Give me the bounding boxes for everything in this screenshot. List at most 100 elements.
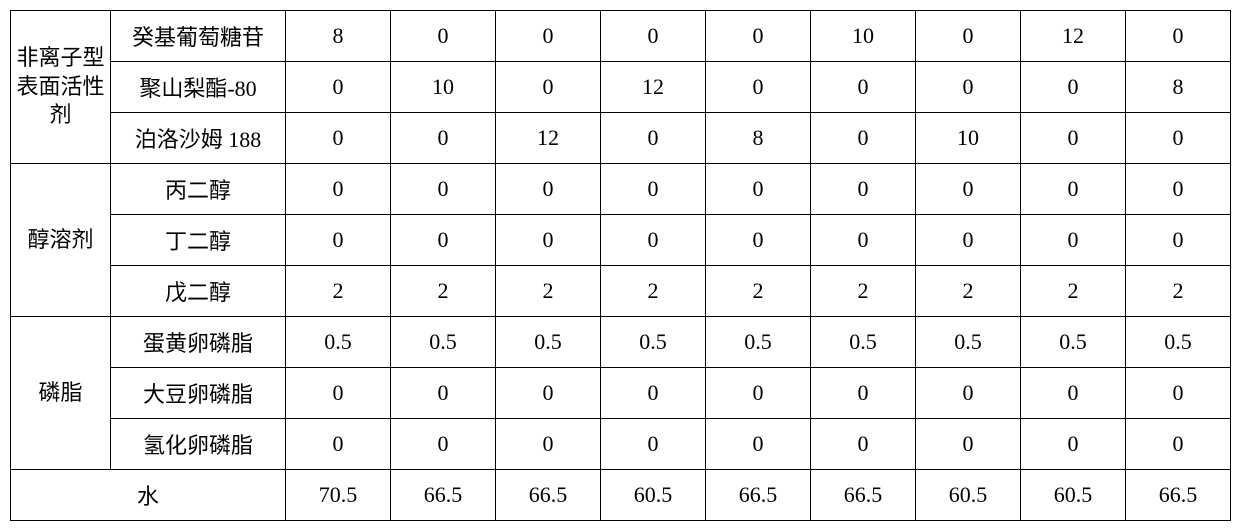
cell: 0: [1126, 113, 1231, 164]
cell: 2: [706, 266, 811, 317]
cell: 0: [1126, 368, 1231, 419]
cell: 0: [706, 215, 811, 266]
table-row: 戊二醇 2 2 2 2 2 2 2 2 2: [11, 266, 1231, 317]
cell: 0.5: [1126, 317, 1231, 368]
cell: 0.5: [706, 317, 811, 368]
cell: 0: [601, 113, 706, 164]
cell: 0: [286, 113, 391, 164]
cell: 12: [496, 113, 601, 164]
ingredient-name: 大豆卵磷脂: [111, 368, 286, 419]
cell: 2: [391, 266, 496, 317]
table-row-water: 水 70.5 66.5 66.5 60.5 66.5 66.5 60.5 60.…: [11, 470, 1231, 521]
cell: 0: [391, 419, 496, 470]
table-row: 非离子型表面活性剂 癸基葡萄糖苷 8 0 0 0 0 10 0 12 0: [11, 11, 1231, 62]
ingredient-name: 丙二醇: [111, 164, 286, 215]
cell: 60.5: [916, 470, 1021, 521]
cell: 0: [496, 62, 601, 113]
cell: 0: [286, 62, 391, 113]
cell: 0: [1021, 215, 1126, 266]
cell: 0: [706, 164, 811, 215]
cell: 0: [496, 164, 601, 215]
cell: 0: [1021, 62, 1126, 113]
cell: 0: [811, 368, 916, 419]
ingredient-name: 聚山梨酯-80: [111, 62, 286, 113]
cell: 0: [1021, 419, 1126, 470]
cell: 0.5: [811, 317, 916, 368]
cell: 0: [391, 215, 496, 266]
category-surfactant: 非离子型表面活性剂: [11, 11, 111, 164]
cell: 0: [706, 62, 811, 113]
cell: 0: [391, 164, 496, 215]
cell: 0.5: [601, 317, 706, 368]
cell: 0: [496, 368, 601, 419]
cell: 0: [916, 368, 1021, 419]
cell: 12: [1021, 11, 1126, 62]
ingredient-name: 氢化卵磷脂: [111, 419, 286, 470]
ingredient-name: 丁二醇: [111, 215, 286, 266]
cell: 0: [811, 164, 916, 215]
cell: 0: [496, 11, 601, 62]
cell: 66.5: [1126, 470, 1231, 521]
cell: 0: [286, 419, 391, 470]
cell: 0: [811, 419, 916, 470]
cell: 0.5: [916, 317, 1021, 368]
cell: 8: [706, 113, 811, 164]
cell: 0.5: [1021, 317, 1126, 368]
table-row: 大豆卵磷脂 0 0 0 0 0 0 0 0 0: [11, 368, 1231, 419]
table-row: 丁二醇 0 0 0 0 0 0 0 0 0: [11, 215, 1231, 266]
cell: 2: [916, 266, 1021, 317]
cell: 0: [391, 11, 496, 62]
cell: 0: [706, 368, 811, 419]
cell: 0: [601, 164, 706, 215]
composition-table: 非离子型表面活性剂 癸基葡萄糖苷 8 0 0 0 0 10 0 12 0 聚山梨…: [10, 10, 1231, 521]
cell: 0: [1126, 11, 1231, 62]
cell: 0: [286, 164, 391, 215]
cell: 0: [601, 419, 706, 470]
cell: 66.5: [496, 470, 601, 521]
cell: 0: [811, 113, 916, 164]
cell: 0: [601, 215, 706, 266]
cell: 0: [391, 113, 496, 164]
cell: 2: [811, 266, 916, 317]
cell: 2: [1021, 266, 1126, 317]
cell: 0: [706, 419, 811, 470]
cell: 66.5: [706, 470, 811, 521]
cell: 12: [601, 62, 706, 113]
cell: 10: [916, 113, 1021, 164]
cell: 0: [916, 62, 1021, 113]
cell: 66.5: [811, 470, 916, 521]
cell: 0: [1126, 419, 1231, 470]
cell: 10: [811, 11, 916, 62]
cell: 0: [601, 368, 706, 419]
cell: 60.5: [601, 470, 706, 521]
cell: 0: [811, 62, 916, 113]
cell: 0: [1126, 215, 1231, 266]
category-alcohol: 醇溶剂: [11, 164, 111, 317]
cell: 2: [601, 266, 706, 317]
cell: 70.5: [286, 470, 391, 521]
cell: 0: [1021, 113, 1126, 164]
cell: 0: [496, 419, 601, 470]
cell: 66.5: [391, 470, 496, 521]
cell: 8: [1126, 62, 1231, 113]
cell: 10: [391, 62, 496, 113]
cell: 0: [811, 215, 916, 266]
ingredient-name: 蛋黄卵磷脂: [111, 317, 286, 368]
cell: 0.5: [391, 317, 496, 368]
cell: 0: [706, 11, 811, 62]
cell: 60.5: [1021, 470, 1126, 521]
cell: 0: [496, 215, 601, 266]
table-row: 泊洛沙姆 188 0 0 12 0 8 0 10 0 0: [11, 113, 1231, 164]
table-row: 磷脂 蛋黄卵磷脂 0.5 0.5 0.5 0.5 0.5 0.5 0.5 0.5…: [11, 317, 1231, 368]
cell: 0: [286, 215, 391, 266]
cell: 0: [916, 215, 1021, 266]
water-label: 水: [11, 470, 286, 521]
cell: 2: [496, 266, 601, 317]
cell: 0: [916, 164, 1021, 215]
cell: 0: [916, 11, 1021, 62]
cell: 2: [286, 266, 391, 317]
cell: 2: [1126, 266, 1231, 317]
category-phospholipid: 磷脂: [11, 317, 111, 470]
table-row: 醇溶剂 丙二醇 0 0 0 0 0 0 0 0 0: [11, 164, 1231, 215]
table-row: 聚山梨酯-80 0 10 0 12 0 0 0 0 8: [11, 62, 1231, 113]
